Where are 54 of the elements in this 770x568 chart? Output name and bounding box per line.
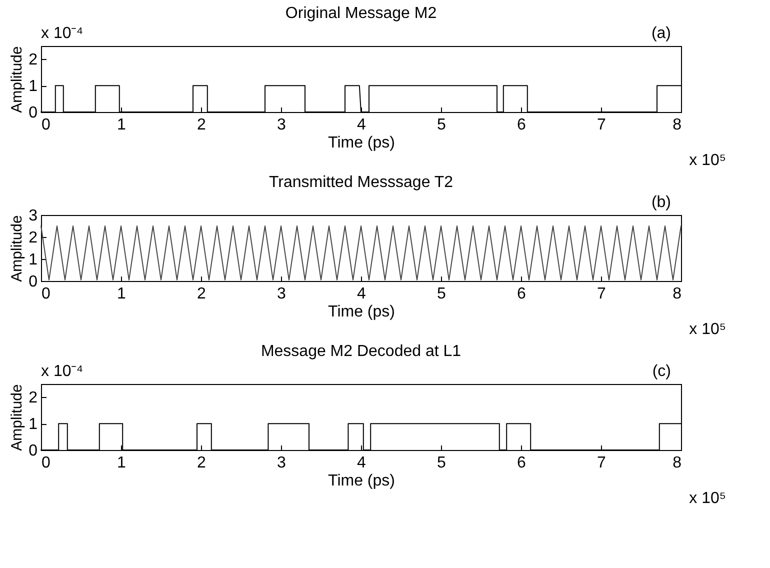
- x-tick-label: 1: [117, 454, 126, 472]
- x-tick-label: 0: [42, 454, 50, 472]
- y-tick-label: 0: [28, 442, 38, 460]
- y-tick-label: 1: [28, 78, 38, 96]
- y-axis-title: Amplitude: [8, 384, 26, 451]
- y-tick-label: 1: [28, 416, 38, 434]
- chart-title: Message M2 Decoded at L1: [260, 343, 462, 360]
- y-axis-title: Amplitude: [8, 46, 26, 113]
- x-tick-label: 5: [437, 286, 446, 302]
- x-tick-label: 8: [672, 454, 682, 472]
- y-tick-label: 0: [28, 104, 38, 122]
- y-tick-label: 2: [28, 52, 38, 69]
- text: x 10⁻⁴: [41, 25, 84, 42]
- text: (c): [652, 363, 671, 380]
- x-axis-title: Time (ps): [328, 134, 395, 152]
- x-tick-label: 2: [197, 116, 206, 134]
- text: x 10⁻⁴: [41, 363, 84, 380]
- x-tick-label: 7: [597, 454, 606, 472]
- chart-title: Transmitted Messsage T2: [268, 174, 454, 191]
- x-tick-label: 7: [597, 286, 606, 302]
- x-tick-label: 5: [437, 116, 446, 134]
- x-tick-label: 1: [117, 116, 126, 134]
- y-tick-label: 0: [28, 274, 38, 290]
- text: x 10⁵: [689, 490, 726, 507]
- x-tick-label: 0: [42, 286, 50, 302]
- x-tick-label: 3: [277, 286, 286, 302]
- text: x 10⁵: [689, 321, 726, 338]
- x-tick-label: 6: [517, 116, 526, 134]
- chart-title: Original Message M2: [285, 5, 437, 22]
- text: x 10⁵: [689, 152, 726, 169]
- text: (a): [651, 25, 671, 42]
- x-tick-label: 6: [517, 454, 526, 472]
- x-tick-label: 4: [357, 116, 366, 134]
- x-tick-label: 2: [197, 454, 206, 472]
- x-tick-label: 4: [357, 454, 366, 472]
- y-tick-label: 2: [28, 390, 38, 407]
- x-axis-title: Time (ps): [328, 304, 395, 320]
- y-tick-label: 2: [28, 230, 38, 246]
- x-tick-label: 5: [437, 454, 446, 472]
- x-axis-title: Time (ps): [328, 472, 395, 490]
- y-tick-label: 3: [28, 208, 38, 224]
- x-tick-label: 0: [42, 116, 50, 134]
- x-tick-label: 8: [672, 286, 682, 302]
- x-tick-label: 8: [672, 116, 682, 134]
- x-tick-label: 7: [597, 116, 606, 134]
- y-tick-label: 1: [28, 252, 38, 268]
- x-tick-label: 2: [197, 286, 206, 302]
- text: (b): [651, 194, 671, 211]
- x-tick-label: 6: [517, 286, 526, 302]
- x-tick-label: 3: [277, 454, 286, 472]
- y-axis-title: Amplitude: [8, 215, 26, 282]
- x-tick-label: 3: [277, 116, 286, 134]
- x-tick-label: 1: [117, 286, 126, 302]
- x-tick-label: 4: [357, 286, 366, 302]
